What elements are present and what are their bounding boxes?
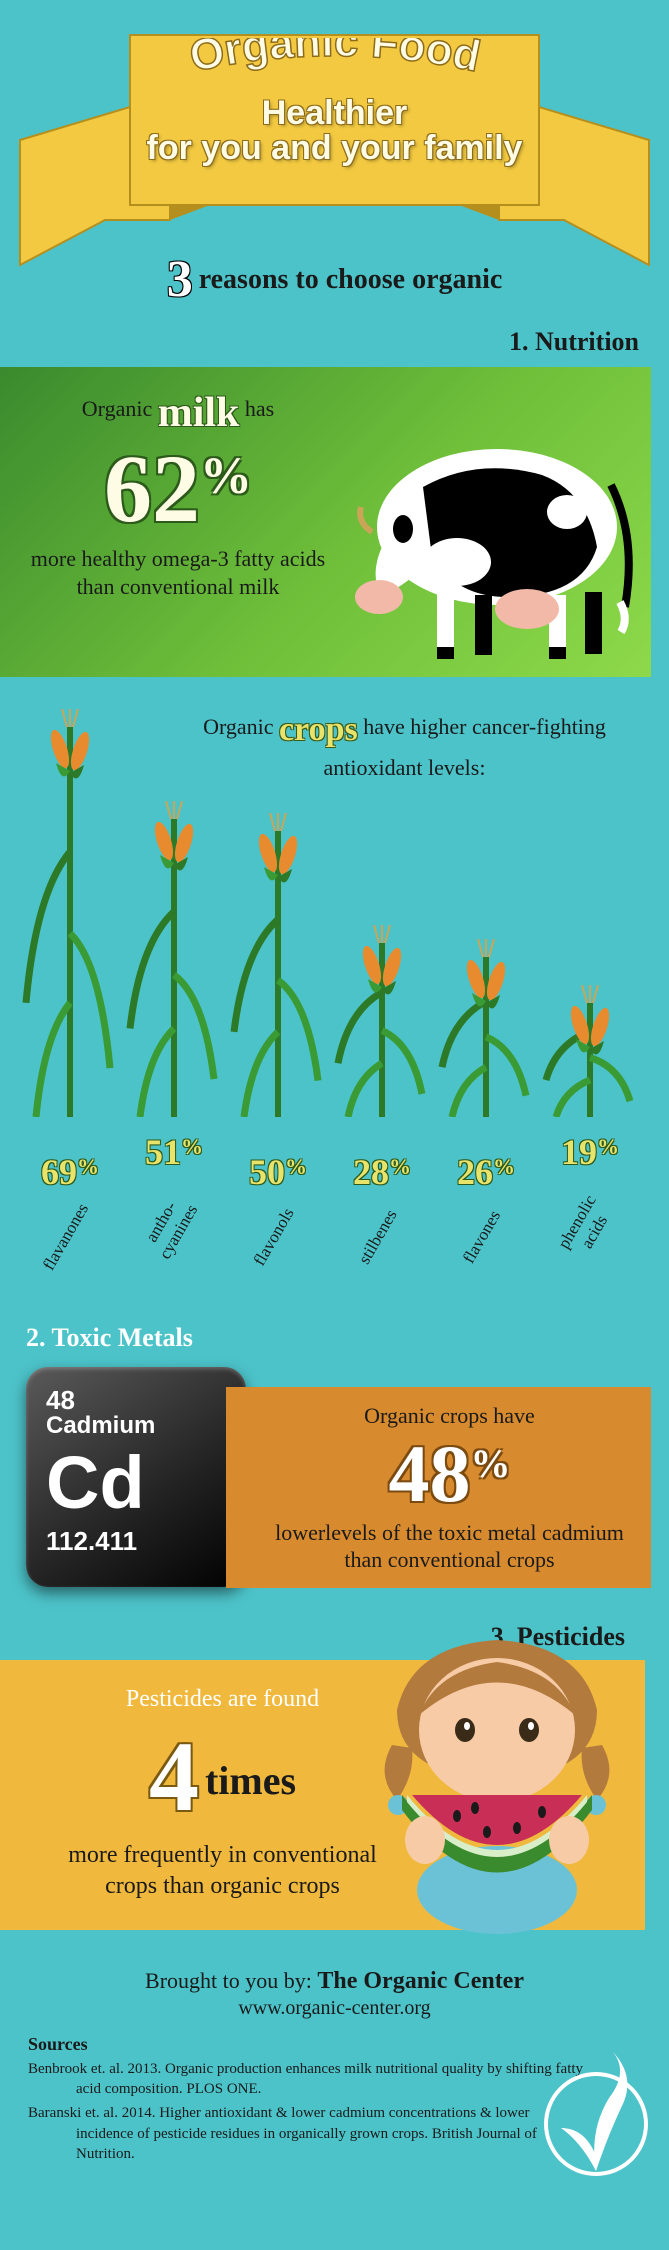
crop-bar: 50%flavonols — [228, 1151, 328, 1213]
banner-title: Organic Food Healthier for you and your … — [0, 38, 669, 168]
milk-card: Organic milk has 62% more healthy omega-… — [0, 367, 651, 677]
milk-highlight: milk — [158, 390, 240, 436]
banner-line2: Healthier — [0, 94, 669, 133]
banner: Organic Food Healthier for you and your … — [0, 0, 669, 280]
cadmium-card: Organic crops have 48% lowerlevels of th… — [226, 1387, 651, 1588]
milk-percent: 62% — [28, 441, 328, 537]
banner-line3: for you and your family — [0, 129, 669, 168]
crops-chart: 69%flavanones 51%antho- cyanines 50%flav… — [0, 783, 669, 1213]
crop-percent: 26% — [436, 1151, 536, 1193]
crop-percent: 69% — [20, 1151, 120, 1193]
footer-url: www.organic-center.org — [28, 1997, 641, 2020]
pest-line2: more frequently in conventional crops th… — [40, 1840, 405, 1902]
pesticides-wrap: Pesticides are found 4times more frequen… — [0, 1660, 669, 1950]
leaf-logo-icon — [541, 2046, 651, 2176]
crop-bar: 26%flavones — [436, 1151, 536, 1213]
source-item: Benbrook et. al. 2013. Organic productio… — [28, 2059, 588, 2100]
cadmium-line1: Organic crops have — [270, 1403, 629, 1429]
brought-by: Brought to you by: The Organic Center — [28, 1968, 641, 1995]
crops-post: have higher cancer-fighting antioxidant … — [324, 714, 606, 780]
cd-element-name: Cadmium — [46, 1412, 226, 1440]
milk-sub: more healthy omega-3 fatty acids than co… — [28, 545, 328, 600]
pest-value: 4 — [149, 1721, 199, 1832]
crops-pre: Organic — [203, 714, 273, 739]
cadmium-line2: lowerlevels of the toxic metal cadmium t… — [270, 1519, 629, 1574]
milk-pre: Organic — [82, 396, 152, 421]
crop-percent: 51% — [124, 1131, 224, 1173]
footer: Brought to you by: The Organic Center ww… — [0, 1950, 669, 2204]
cadmium-percent: 48% — [270, 1433, 629, 1515]
crops-highlight: crops — [279, 711, 358, 748]
crop-bar: 69%flavanones — [20, 1151, 120, 1213]
milk-text-block: Organic milk has 62% more healthy omega-… — [28, 389, 328, 600]
crop-percent: 50% — [228, 1151, 328, 1193]
crop-bar: 19%phenolic acids — [540, 1131, 640, 1213]
svg-text:Organic Food: Organic Food — [185, 38, 484, 81]
crop-bar: 51%antho- cyanines — [124, 1131, 224, 1213]
crop-percent: 28% — [332, 1151, 432, 1193]
pest-big: 4times — [40, 1719, 405, 1834]
pest-times: times — [205, 1758, 296, 1803]
infographic-root: Organic Food Healthier for you and your … — [0, 0, 669, 2204]
pest-line1: Pesticides are found — [40, 1686, 405, 1713]
crop-percent: 19% — [540, 1131, 640, 1173]
source-item: Baranski et. al. 2014. Higher antioxidan… — [28, 2103, 588, 2164]
cow-icon — [327, 397, 637, 667]
section-1-title: 1. Nutrition — [0, 309, 669, 367]
cadmium-tile: 48 Cadmium Cd 112.411 — [26, 1367, 246, 1587]
cadmium-row: 48 Cadmium Cd 112.411 Organic crops have… — [0, 1367, 669, 1608]
cd-symbol: Cd — [46, 1446, 226, 1520]
crop-bar: 28%stilbenes — [332, 1151, 432, 1213]
cd-mass: 112.411 — [46, 1526, 226, 1557]
girl-watermelon-icon — [357, 1600, 637, 1940]
milk-post: has — [245, 396, 274, 421]
